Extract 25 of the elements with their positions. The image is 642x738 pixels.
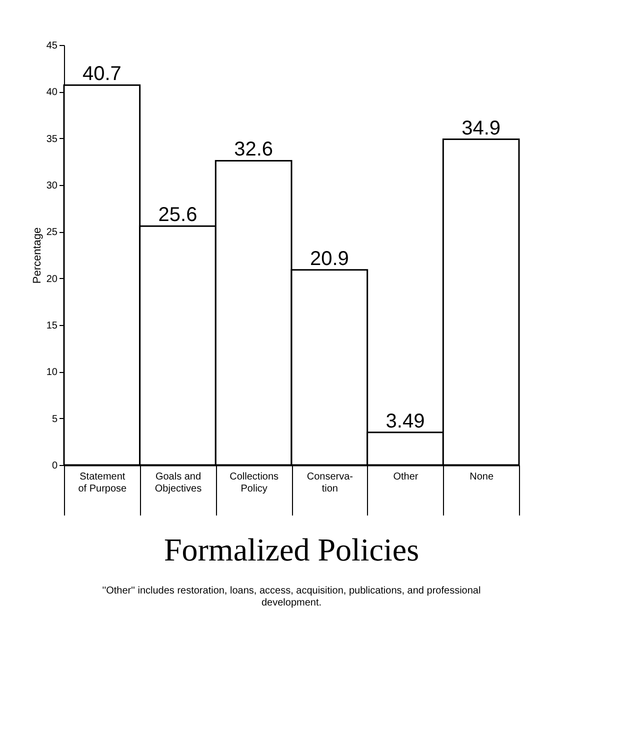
data-label: 25.6	[158, 204, 198, 226]
y-tick-label: 0	[52, 460, 58, 472]
y-tick-label: 45	[46, 40, 58, 52]
data-label: 20.9	[310, 248, 349, 270]
x-tick-label: Other	[393, 472, 419, 482]
data-label: 32.6	[234, 138, 274, 161]
data-label: 40.7	[82, 63, 122, 86]
y-tick-label: 40	[46, 87, 58, 98]
y-tick-label: 30	[46, 180, 58, 192]
data-label: 34.9	[462, 117, 501, 140]
data-label: 3.49	[386, 410, 425, 432]
x-tick-label: Collections Policy	[230, 472, 279, 494]
text: ''Other'' includes restoration, loans, access, acquisition, publications, and professional development.	[102, 586, 481, 608]
y-tick-label: 15	[46, 320, 58, 332]
y-tick-label: 20	[46, 274, 58, 285]
x-tick-label: None	[470, 472, 494, 482]
y-tick-label: 25	[46, 227, 58, 238]
y-tick-label: 35	[46, 134, 58, 145]
text: Formalized Policies	[164, 532, 420, 568]
x-tick-label: Conserva- tion	[306, 472, 353, 494]
y-tick-label: 5	[52, 414, 58, 425]
y-axis-title: Percentage	[31, 227, 44, 284]
x-tick-label: Statement of Purpose	[78, 472, 128, 494]
x-tick-label: Goals and Objectives	[154, 472, 202, 494]
y-tick-label: 10	[46, 367, 58, 378]
